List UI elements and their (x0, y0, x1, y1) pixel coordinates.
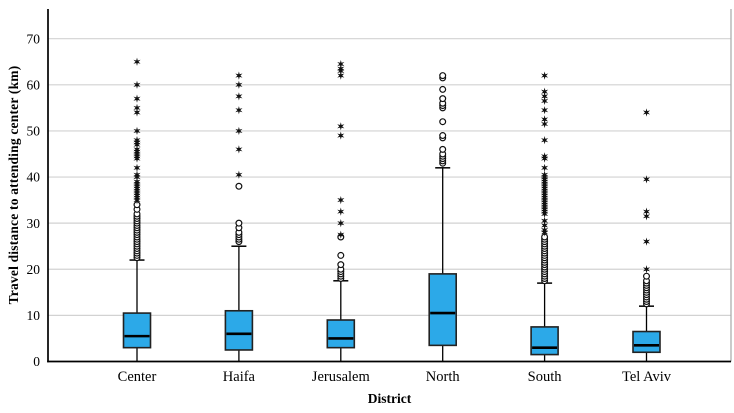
outlier-star (133, 126, 141, 136)
box-south (530, 326, 559, 356)
outlier-star (642, 175, 651, 184)
outlier-star (337, 230, 345, 239)
outlier-star (337, 196, 345, 205)
outlier-star (133, 94, 141, 103)
outlier-star (337, 64, 345, 73)
y-tick-label: 30 (27, 216, 41, 231)
outlier-star (337, 122, 345, 131)
outlier-star (642, 207, 651, 216)
outlier-star (642, 265, 651, 274)
y-tick-label: 50 (27, 124, 41, 139)
outlier-circle (439, 85, 447, 93)
outlier-star (541, 96, 549, 106)
x-axis-title: District (367, 391, 412, 406)
outlier-star (133, 136, 141, 145)
x-category-label: Jerusalem (312, 369, 371, 385)
outlier-star (133, 80, 141, 89)
box-tel-aviv (632, 330, 661, 354)
outlier-circle (235, 182, 243, 190)
outlier-star (541, 92, 549, 101)
outlier-circle (642, 272, 650, 280)
y-tick-label: 10 (27, 308, 41, 323)
y-tick-label: 40 (27, 170, 41, 185)
box-north (428, 273, 458, 347)
outlier-star (642, 108, 651, 117)
outlier-star (133, 103, 141, 112)
x-category-label: Haifa (223, 369, 256, 385)
outlier-star (541, 136, 549, 145)
outlier-circle (439, 132, 447, 140)
outlier-circle (439, 145, 447, 153)
outlier-star (235, 126, 243, 136)
y-tick-label: 60 (27, 77, 41, 92)
x-category-label: North (426, 369, 461, 385)
outlier-circle (337, 261, 345, 269)
outlier-star (541, 71, 549, 80)
outlier-star (337, 131, 345, 140)
outlier-star (337, 59, 345, 69)
box-haifa (224, 309, 254, 351)
outlier-circle (439, 118, 447, 126)
outlier-star (541, 163, 549, 172)
outlier-star (235, 170, 243, 179)
outlier-star (133, 163, 141, 172)
outlier-circle (235, 219, 243, 227)
outlier-star (235, 106, 243, 115)
outlier-star (541, 87, 549, 96)
outlier-star (133, 57, 141, 66)
y-tick-label: 20 (27, 262, 41, 277)
outlier-star (642, 237, 651, 246)
outlier-star (235, 71, 243, 80)
outlier-star (541, 170, 549, 179)
outlier-star (337, 207, 345, 216)
outlier-star (541, 115, 549, 124)
outlier-star (133, 108, 141, 117)
outlier-circle (439, 95, 447, 103)
outlier-star (541, 225, 549, 235)
outlier-star (235, 80, 243, 89)
box-center (122, 312, 152, 349)
outlier-circle (439, 72, 447, 80)
outlier-star (235, 92, 243, 101)
outlier-star (133, 177, 141, 186)
outlier-star (541, 106, 549, 115)
outlier-star (133, 170, 141, 179)
outlier-star (642, 212, 651, 221)
outlier-star (235, 145, 243, 154)
outlier-circle (337, 251, 345, 259)
box-jerusalem (326, 319, 356, 349)
outlier-star (337, 219, 345, 228)
outlier-star (337, 71, 345, 80)
outlier-star (541, 221, 549, 230)
y-tick-label: 0 (33, 354, 40, 369)
x-category-label: South (528, 369, 563, 385)
x-category-label: Tel Aviv (622, 369, 672, 385)
y-tick-label: 70 (27, 31, 41, 46)
outlier-star (541, 216, 549, 225)
outlier-star (541, 119, 549, 129)
x-category-label: Center (118, 369, 157, 385)
outlier-star (133, 145, 141, 154)
outlier-star (541, 152, 549, 161)
